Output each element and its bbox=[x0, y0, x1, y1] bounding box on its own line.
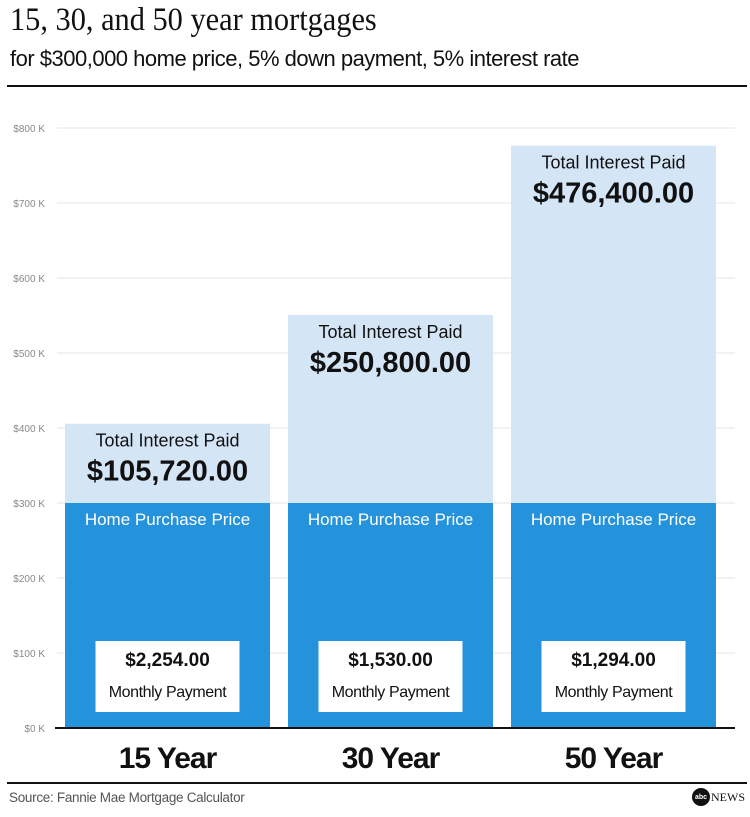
monthly-payment-label: Monthly Payment bbox=[109, 684, 228, 701]
x-category-label: 30 Year bbox=[342, 742, 441, 775]
y-tick-label: $300 K bbox=[13, 499, 45, 510]
y-tick-label: $600 K bbox=[13, 274, 45, 285]
interest-label: Total Interest Paid bbox=[318, 322, 462, 342]
y-tick-label: $500 K bbox=[13, 349, 45, 360]
y-tick-label: $0 K bbox=[24, 724, 45, 735]
footer-rule bbox=[7, 782, 747, 784]
monthly-payment-box bbox=[541, 641, 686, 712]
header-rule bbox=[7, 85, 747, 87]
monthly-payment-value: $1,294.00 bbox=[571, 650, 656, 671]
x-category-label: 15 Year bbox=[119, 742, 218, 775]
monthly-payment-label: Monthly Payment bbox=[332, 684, 451, 701]
chart-title: 15, 30, and 50 year mortgages bbox=[10, 2, 377, 38]
interest-value: $250,800.00 bbox=[310, 347, 471, 379]
monthly-payment-box bbox=[95, 641, 240, 712]
y-tick-label: $200 K bbox=[13, 574, 45, 585]
interest-value: $105,720.00 bbox=[87, 456, 248, 488]
bar-interest bbox=[511, 145, 716, 503]
x-category-label: 50 Year bbox=[565, 742, 664, 775]
bar-interest bbox=[288, 314, 493, 503]
y-tick-label: $100 K bbox=[13, 649, 45, 660]
interest-value: $476,400.00 bbox=[533, 178, 694, 210]
monthly-payment-value: $2,254.00 bbox=[125, 650, 210, 671]
interest-label: Total Interest Paid bbox=[541, 153, 685, 173]
y-tick-label: $700 K bbox=[13, 199, 45, 210]
y-tick-label: $400 K bbox=[13, 424, 45, 435]
home-price-label: Home Purchase Price bbox=[85, 510, 250, 529]
interest-label: Total Interest Paid bbox=[95, 431, 239, 451]
abc-news-logo: abc NEWS bbox=[692, 788, 745, 806]
monthly-payment-box bbox=[318, 641, 463, 712]
bar-interest bbox=[65, 423, 270, 503]
monthly-payment-label: Monthly Payment bbox=[555, 684, 674, 701]
home-price-label: Home Purchase Price bbox=[531, 510, 696, 529]
home-price-label: Home Purchase Price bbox=[308, 510, 473, 529]
y-tick-label: $800 K bbox=[13, 124, 45, 135]
chart-subtitle: for $300,000 home price, 5% down payment… bbox=[10, 46, 580, 71]
source-note: Source: Fannie Mae Mortgage Calculator bbox=[9, 790, 245, 805]
monthly-payment-value: $1,530.00 bbox=[348, 650, 433, 671]
